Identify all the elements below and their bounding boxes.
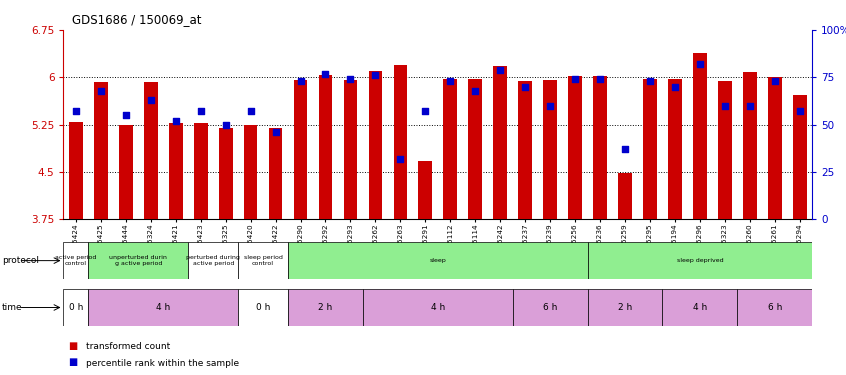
Point (343, 76, 357, 82)
Point (569, 76, 582, 82)
Point (69, 108, 83, 114)
Bar (288, 289, 363, 326)
Bar (238, 289, 288, 326)
Bar (693, 53, 706, 219)
Point (493, 67, 507, 73)
Point (593, 76, 607, 82)
Point (219, 122, 233, 128)
Bar (587, 289, 662, 326)
Bar (269, 128, 283, 219)
Bar (469, 79, 482, 219)
Point (119, 112, 133, 118)
Text: protocol: protocol (2, 256, 39, 265)
Bar (668, 79, 682, 219)
Text: perturbed during
active period: perturbed during active period (186, 255, 240, 266)
Point (643, 78, 656, 84)
Bar (363, 289, 513, 326)
Bar (63, 242, 88, 279)
Bar (188, 242, 238, 279)
Point (768, 78, 782, 84)
Text: ■: ■ (68, 357, 77, 368)
Text: sleep: sleep (430, 258, 446, 263)
Text: 4 h: 4 h (693, 303, 707, 312)
Point (269, 129, 283, 135)
Point (793, 108, 806, 114)
Point (144, 97, 157, 103)
Point (244, 108, 257, 114)
Point (693, 61, 706, 67)
Text: 0 h: 0 h (256, 303, 270, 312)
Text: 0 h: 0 h (69, 303, 83, 312)
Text: percentile rank within the sample: percentile rank within the sample (86, 358, 239, 368)
Text: ■: ■ (68, 340, 77, 351)
Bar (768, 77, 782, 219)
Bar (63, 289, 88, 326)
Bar (493, 66, 507, 219)
Text: 6 h: 6 h (543, 303, 558, 312)
Bar (443, 79, 457, 219)
Point (319, 70, 332, 76)
Bar (238, 242, 288, 279)
Text: GDS1686 / 150069_at: GDS1686 / 150069_at (72, 13, 201, 26)
Point (194, 108, 207, 114)
Bar (288, 242, 587, 279)
Bar (369, 71, 382, 219)
Point (469, 88, 482, 94)
Bar (244, 124, 257, 219)
Text: time: time (2, 303, 22, 312)
Point (169, 118, 183, 124)
Bar (793, 95, 806, 219)
Bar (393, 65, 407, 219)
Text: 6 h: 6 h (767, 303, 782, 312)
Text: active period
control: active period control (55, 255, 96, 266)
Text: 2 h: 2 h (618, 303, 632, 312)
Bar (343, 80, 357, 219)
Point (618, 146, 632, 152)
Bar (618, 173, 632, 219)
Bar (169, 123, 183, 219)
Bar (119, 124, 133, 219)
Bar (587, 242, 812, 279)
Bar (294, 80, 307, 219)
Bar (593, 76, 607, 219)
Point (519, 84, 532, 90)
Point (369, 72, 382, 78)
Text: sleep deprived: sleep deprived (677, 258, 723, 263)
Text: sleep period
control: sleep period control (244, 255, 283, 266)
Bar (219, 128, 233, 219)
Point (419, 108, 432, 114)
Bar (513, 289, 587, 326)
Bar (519, 81, 532, 219)
Point (443, 78, 457, 84)
Bar (88, 289, 239, 326)
Point (668, 84, 682, 90)
Bar (144, 82, 157, 219)
Text: 4 h: 4 h (157, 303, 170, 312)
Bar (319, 75, 332, 219)
Point (718, 103, 732, 109)
Bar (543, 80, 557, 219)
Bar (718, 81, 732, 219)
Point (543, 103, 557, 109)
Bar (69, 122, 83, 219)
Bar (743, 72, 756, 219)
Bar (737, 289, 812, 326)
Bar (643, 79, 656, 219)
Text: transformed count: transformed count (86, 342, 171, 351)
Text: 4 h: 4 h (431, 303, 445, 312)
Bar (94, 82, 107, 219)
Bar (419, 160, 432, 219)
Point (294, 78, 307, 84)
Text: unperturbed durin
g active period: unperturbed durin g active period (109, 255, 168, 266)
Bar (662, 289, 737, 326)
Point (94, 88, 107, 94)
Point (393, 156, 407, 162)
Bar (194, 123, 207, 219)
Bar (88, 242, 188, 279)
Point (743, 103, 756, 109)
Bar (569, 76, 582, 219)
Text: 2 h: 2 h (318, 303, 332, 312)
